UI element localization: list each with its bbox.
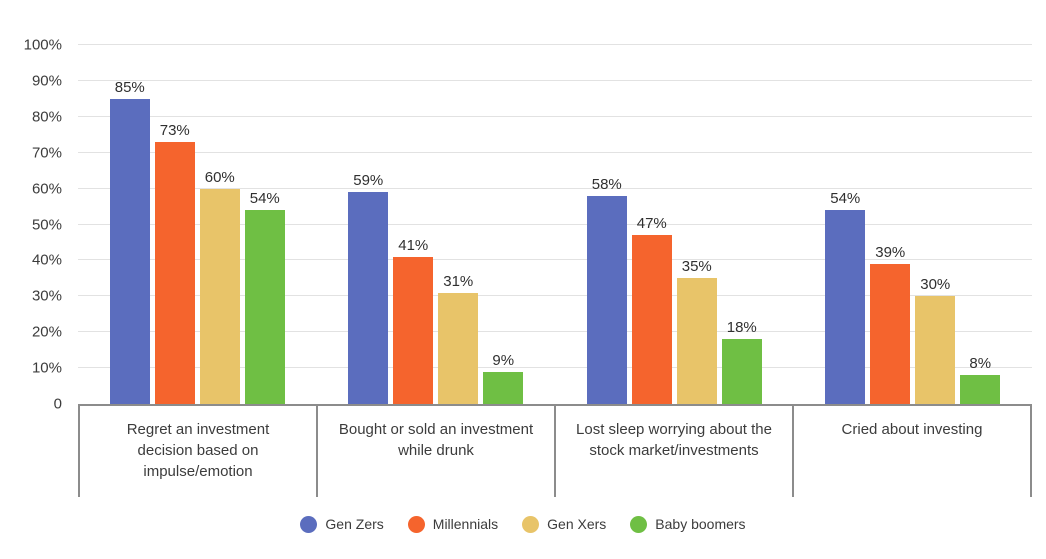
legend-swatch <box>407 515 425 533</box>
y-axis-tick-label: 30% <box>31 287 62 305</box>
legend-item: Gen Xers <box>522 515 607 533</box>
bar-value-label: 41% <box>398 236 429 254</box>
category-cell: Cried about investing <box>792 406 1032 497</box>
legend: Gen Zers Millennials Gen Xers Baby boomers <box>0 511 1046 537</box>
legend-item: Gen Zers <box>300 515 384 533</box>
bar-gen-xers <box>915 296 956 404</box>
bar-value-label: 9% <box>492 351 515 369</box>
bar-column: 31% <box>438 45 479 404</box>
bar-millennials <box>154 141 195 404</box>
bar-baby-boomers <box>721 339 762 404</box>
y-axis-tick-label: 90% <box>31 72 62 90</box>
legend-swatch <box>300 515 318 533</box>
bar-group: 54% 39% 30% 8% <box>794 45 1033 404</box>
bar-gen-xers <box>676 278 717 404</box>
bar-column: 54% <box>825 45 866 404</box>
bar-value-label: 31% <box>443 272 474 290</box>
category-label: Regret an investment decision based on i… <box>126 421 270 480</box>
gridline <box>78 115 1032 117</box>
bar-value-label: 8% <box>969 355 992 373</box>
y-axis-tick-label: 20% <box>31 323 62 341</box>
y-axis-tick-label: 100% <box>23 36 62 54</box>
bar-column: 8% <box>960 45 1001 404</box>
legend-swatch <box>522 515 540 533</box>
bar-group: 85% 73% 60% 54% <box>78 45 317 404</box>
bar-baby-boomers <box>483 371 524 404</box>
bar-value-label: 35% <box>681 258 712 276</box>
bar-gen-zers <box>109 98 150 404</box>
gridline <box>78 79 1032 81</box>
legend-label: Millennials <box>432 516 499 532</box>
bar-value-label: 58% <box>591 175 622 193</box>
bar-column: 60% <box>199 45 240 404</box>
bar-value-label: 54% <box>249 190 280 208</box>
category-cell: Bought or sold an investment while drunk <box>316 406 554 497</box>
bar-millennials <box>870 264 911 404</box>
y-axis-tick-label: 70% <box>31 144 62 162</box>
bar-column: 59% <box>348 45 389 404</box>
gridline <box>78 295 1032 297</box>
gridline <box>78 331 1032 333</box>
bar-column: 30% <box>915 45 956 404</box>
legend-label: Gen Zers <box>325 516 384 532</box>
gridline <box>78 223 1032 225</box>
bar-millennials <box>393 256 434 404</box>
bar-baby-boomers <box>960 375 1001 404</box>
y-axis-tick-label: 60% <box>31 180 62 198</box>
bar-value-label: 54% <box>830 190 861 208</box>
legend-label: Gen Xers <box>547 516 607 532</box>
y-axis-tick-label: 0 <box>53 395 62 413</box>
legend-swatch <box>630 515 648 533</box>
category-label: Cried about investing <box>841 421 983 438</box>
bar-value-label: 59% <box>353 172 384 190</box>
bar-group: 59% 41% 31% 9% <box>317 45 556 404</box>
bar-group: 58% 47% 35% 18% <box>555 45 794 404</box>
bar-value-label: 85% <box>114 78 145 96</box>
bar-value-label: 39% <box>875 244 906 261</box>
plot-area: 85% 73% 60% 54% 59% 41% 31% 9% 58% 47% 35% 18% 54% 39… <box>78 44 1032 404</box>
gridline <box>78 367 1032 369</box>
gridline <box>78 151 1032 153</box>
bar-value-label: 73% <box>159 121 190 139</box>
bar-column: 47% <box>631 45 672 404</box>
bar-column: 35% <box>676 45 717 404</box>
bar-column: 54% <box>244 45 285 404</box>
bar-gen-xers <box>438 292 479 404</box>
y-axis-tick-label: 50% <box>31 216 62 233</box>
bar-value-label: 18% <box>726 319 757 337</box>
category-label: Lost sleep worrying about the stock mark… <box>576 421 772 459</box>
bar-column: 41% <box>393 45 434 404</box>
bar-column: 39% <box>870 45 911 404</box>
bar-gen-zers <box>586 195 627 404</box>
y-axis: 100% 90% 80% 70% 60% 50% 40% 30% 20% 10% 0 <box>0 37 70 413</box>
bar-value-label: 30% <box>920 276 951 294</box>
gridline <box>78 187 1032 189</box>
bar-column: 73% <box>154 45 195 404</box>
x-axis-labels: Regret an investment decision based on i… <box>78 404 1032 497</box>
bar-groups: 85% 73% 60% 54% 59% 41% 31% 9% 58% 47% 35% 18% 54% 39… <box>78 45 1032 404</box>
y-axis-tick-label: 80% <box>31 108 62 126</box>
bar-column: 58% <box>586 45 627 404</box>
legend-label: Baby boomers <box>655 516 746 532</box>
bar-gen-zers <box>825 210 866 404</box>
bar-column: 18% <box>721 45 762 404</box>
category-label: Bought or sold an investment while drunk <box>338 421 534 459</box>
bar-value-label: 47% <box>636 215 667 233</box>
y-axis-tick-label: 10% <box>31 359 62 377</box>
category-cell: Lost sleep worrying about the stock mark… <box>554 406 792 497</box>
category-cell: Regret an investment decision based on i… <box>78 406 316 497</box>
bar-millennials <box>631 235 672 404</box>
gridline <box>78 44 1032 45</box>
bar-column: 9% <box>483 45 524 404</box>
bar-gen-xers <box>199 188 240 404</box>
gridline <box>78 259 1032 261</box>
bar-baby-boomers <box>244 210 285 404</box>
bar-column: 85% <box>109 45 150 404</box>
bar-value-label: 60% <box>204 168 235 186</box>
legend-item: Millennials <box>407 515 499 533</box>
legend-item: Baby boomers <box>630 515 746 533</box>
bar-gen-zers <box>348 192 389 404</box>
y-axis-tick-label: 40% <box>31 251 62 269</box>
